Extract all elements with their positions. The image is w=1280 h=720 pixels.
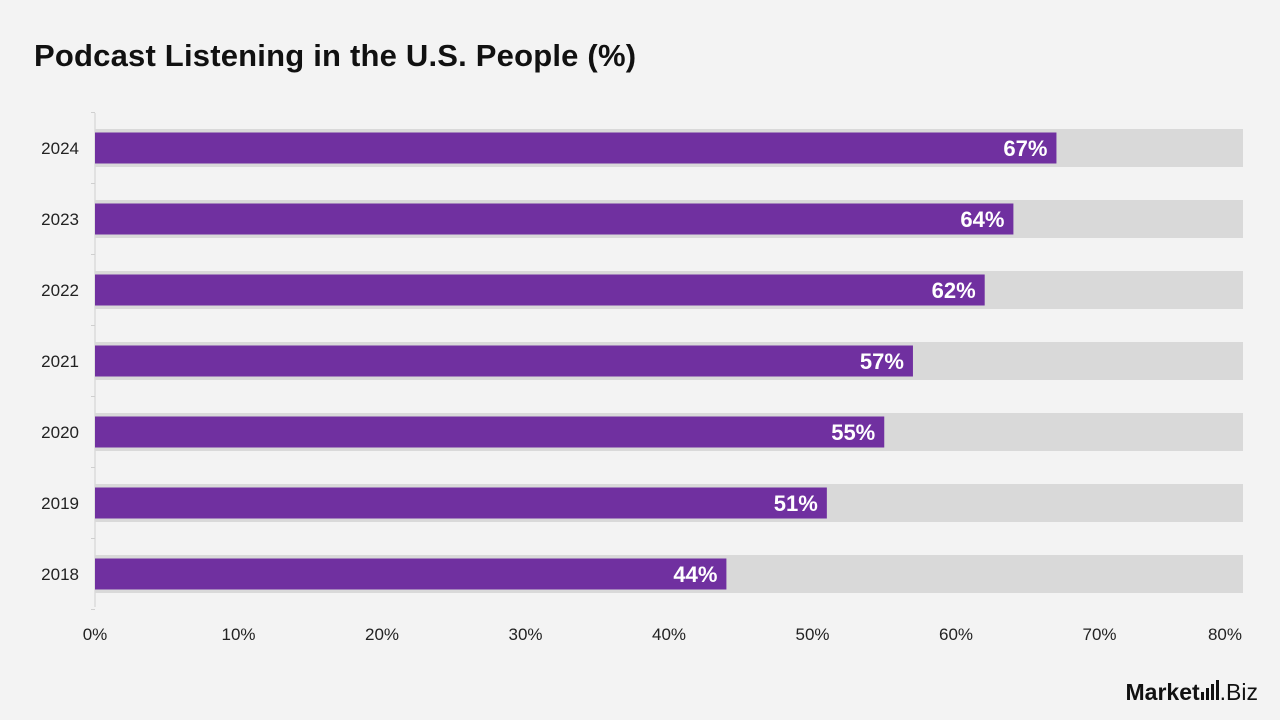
data-bar (95, 203, 1014, 235)
brand-suffix: .Biz (1219, 679, 1258, 705)
category-label: 2021 (41, 352, 79, 371)
data-bar (95, 345, 913, 377)
data-bar (95, 487, 827, 519)
x-tick-label: 40% (652, 625, 686, 644)
data-bar (95, 132, 1057, 164)
data-bar (95, 274, 985, 306)
data-label: 44% (673, 562, 717, 587)
category-label: 2018 (41, 565, 79, 584)
x-tick-label: 0% (83, 625, 108, 644)
x-tick-label: 50% (795, 625, 829, 644)
data-bar (95, 558, 727, 590)
brand-logo: Market .Biz (1126, 678, 1259, 706)
x-tick-label: 20% (365, 625, 399, 644)
bar-chart-icon (1200, 678, 1219, 700)
x-tick-label: 10% (221, 625, 255, 644)
category-label: 2022 (41, 281, 79, 300)
data-label: 57% (860, 349, 904, 374)
category-label: 2024 (41, 139, 79, 158)
data-label: 64% (960, 207, 1004, 232)
data-label: 51% (774, 491, 818, 516)
x-tick-label: 30% (508, 625, 542, 644)
category-label: 2019 (41, 494, 79, 513)
category-label: 2023 (41, 210, 79, 229)
category-label: 2020 (41, 423, 79, 442)
x-tick-label: 80% (1208, 625, 1242, 644)
data-label: 62% (932, 278, 976, 303)
chart-title: Podcast Listening in the U.S. People (%) (34, 38, 637, 73)
data-bar (95, 416, 885, 448)
data-label: 55% (831, 420, 875, 445)
brand-name: Market (1125, 679, 1200, 705)
x-tick-label: 70% (1082, 625, 1116, 644)
data-label: 67% (1003, 136, 1047, 161)
x-tick-label: 60% (939, 625, 973, 644)
